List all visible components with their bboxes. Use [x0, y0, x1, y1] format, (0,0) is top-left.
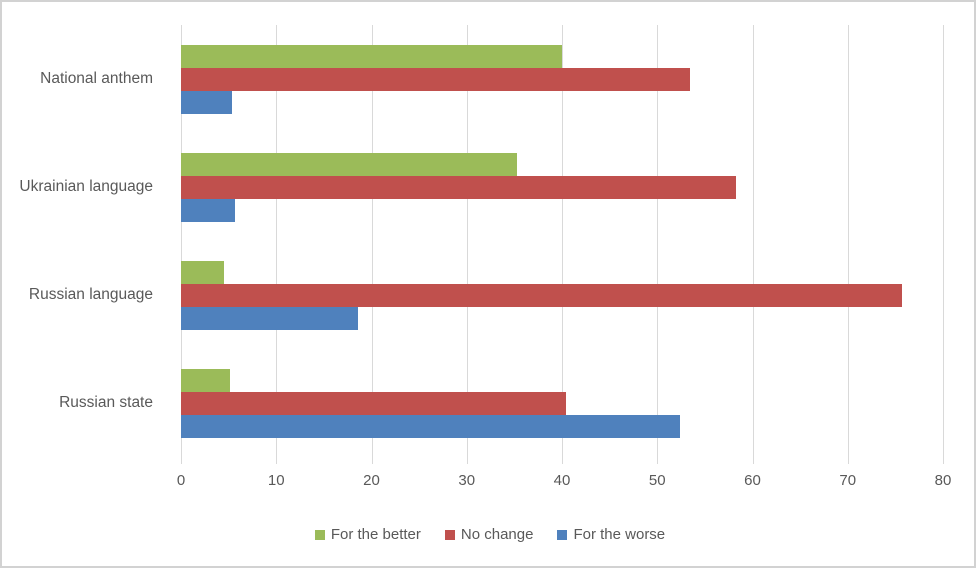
x-tick-label: 70: [839, 472, 857, 489]
x-tick-label: 20: [363, 472, 380, 489]
gridline: [562, 25, 563, 464]
bar-for-the-worse: [181, 306, 359, 330]
gridline: [752, 25, 754, 464]
category-label: Russian language: [28, 286, 153, 303]
legend-item: No change: [444, 526, 534, 543]
bar-no-change: [181, 391, 566, 415]
bar-for-the-better: [181, 152, 518, 176]
bar-no-change: [181, 175, 737, 199]
legend-label: For the better: [330, 526, 421, 543]
bar-for-the-better: [181, 368, 230, 392]
bar-for-the-better: [181, 44, 562, 68]
category-label: Russian state: [59, 394, 153, 411]
gridline: [371, 25, 373, 464]
bar-no-change: [181, 67, 690, 91]
x-tick-label: 40: [553, 472, 571, 489]
gridline: [657, 25, 659, 464]
legend-item: For the better: [314, 526, 421, 543]
x-tick-label: 60: [744, 472, 761, 489]
bar-for-the-worse: [181, 198, 236, 222]
bar-for-the-worse: [181, 90, 233, 114]
gridline: [943, 25, 944, 464]
x-tick-label: 0: [176, 472, 186, 489]
legend-swatch-icon: [557, 529, 568, 540]
legend-swatch-icon: [314, 529, 325, 540]
gridline: [466, 25, 468, 464]
x-tick-label: 10: [267, 472, 285, 489]
chart-legend: For the better No change For the worse: [2, 526, 974, 543]
legend-swatch-icon: [444, 529, 455, 540]
legend-item: For the worse: [557, 526, 665, 543]
x-tick-label: 80: [934, 472, 952, 489]
category-label: National anthem: [40, 70, 153, 87]
x-tick-label: 50: [648, 472, 666, 489]
legend-label: No change: [460, 526, 534, 543]
legend-label: For the worse: [573, 526, 666, 543]
gridline: [181, 25, 182, 464]
bar-for-the-worse: [181, 414, 681, 438]
gridline: [847, 25, 849, 464]
x-tick-label: 30: [458, 472, 476, 489]
bar-no-change: [181, 283, 903, 307]
category-label: Ukrainian language: [19, 178, 153, 195]
bar-for-the-better: [181, 260, 224, 284]
gridline: [276, 25, 278, 464]
